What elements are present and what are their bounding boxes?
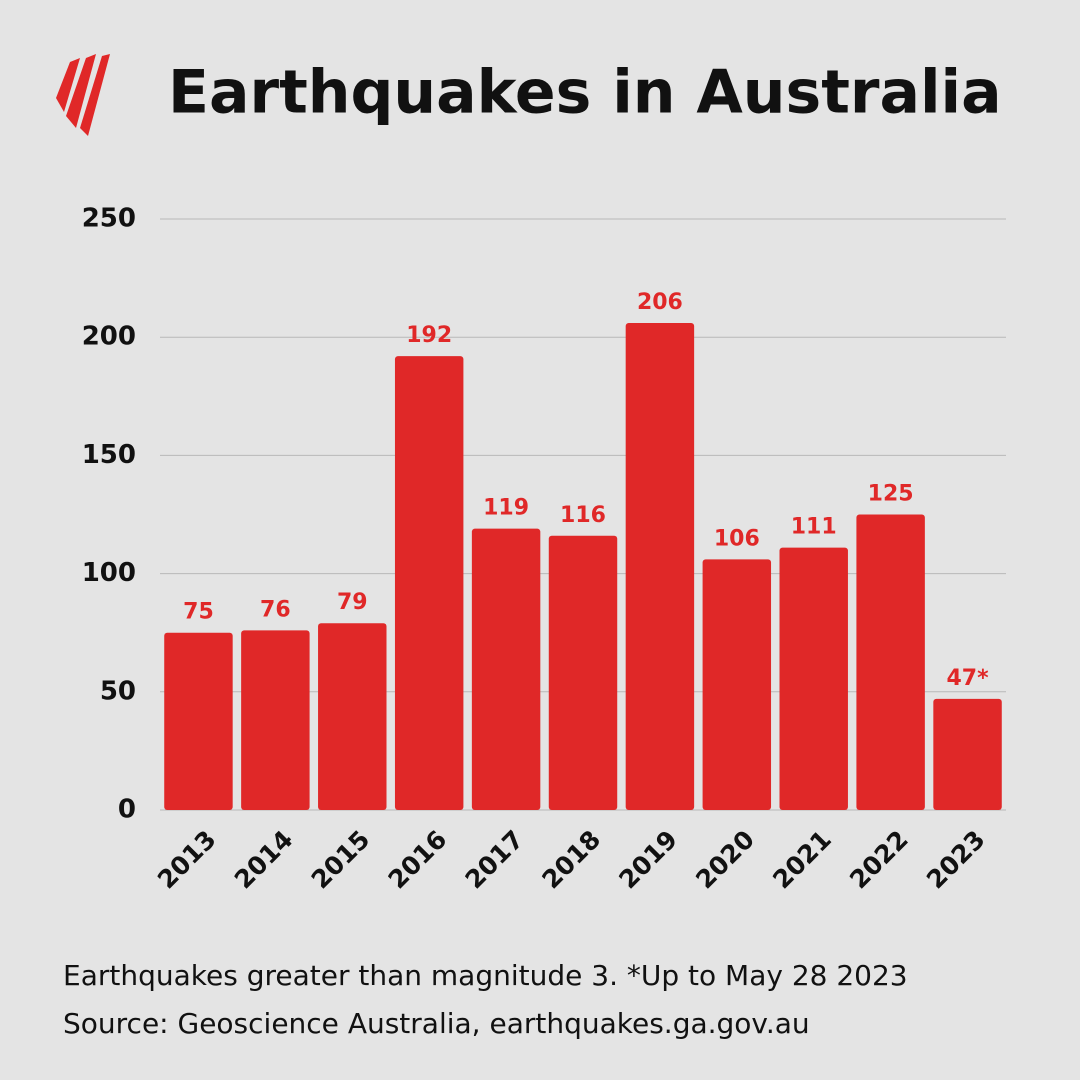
y-tick-label: 0 — [118, 795, 136, 825]
bar — [318, 623, 387, 810]
value-label: 125 — [868, 482, 914, 507]
bar — [702, 559, 772, 810]
value-label: 119 — [483, 496, 529, 521]
value-label: 111 — [791, 515, 837, 540]
bar — [164, 632, 233, 810]
bar — [548, 535, 618, 810]
value-label: 192 — [406, 323, 452, 348]
y-tick-label: 250 — [82, 204, 136, 234]
y-tick-label: 200 — [82, 322, 136, 352]
y-tick-label: 150 — [82, 440, 136, 470]
value-label: 106 — [714, 526, 760, 551]
bar — [471, 528, 541, 810]
value-label: 47* — [946, 666, 989, 691]
source: Source: Geoscience Australia, earthquake… — [63, 1007, 810, 1040]
footnote: Earthquakes greater than magnitude 3. *U… — [63, 959, 908, 992]
bar — [779, 547, 848, 810]
bar — [933, 698, 1002, 810]
value-label: 79 — [337, 590, 368, 615]
value-label: 75 — [183, 600, 214, 625]
y-tick-label: 50 — [100, 676, 136, 706]
bar — [856, 514, 925, 810]
bar — [394, 356, 464, 810]
chart-title: Earthquakes in Australia — [168, 58, 1002, 128]
value-label: 206 — [637, 290, 683, 315]
bar — [625, 323, 695, 810]
value-label: 116 — [560, 503, 606, 528]
value-label: 76 — [260, 597, 291, 622]
bar — [241, 630, 310, 810]
y-tick-label: 100 — [82, 558, 136, 588]
logo — [56, 54, 110, 136]
